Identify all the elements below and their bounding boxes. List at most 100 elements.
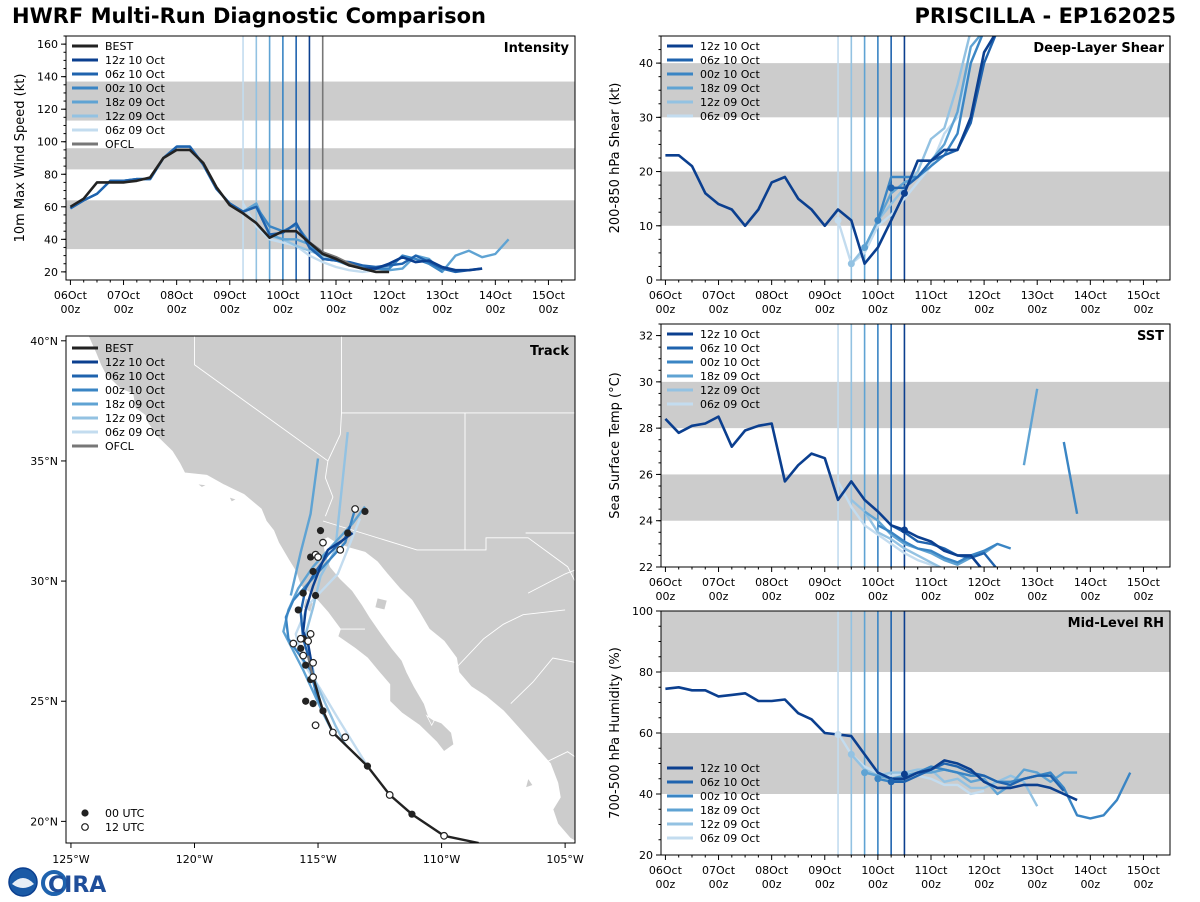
track-dot-00utc [408,810,416,818]
plot-area [66,36,575,280]
x-tick-label: 14Oct [1074,289,1108,302]
sst-chart: 22242628303206Oct00z07Oct00z08Oct00z09Oc… [608,323,1171,603]
shaded-band [661,63,1170,118]
track-line [302,532,354,678]
x-tick-label: 00z [326,303,346,316]
map-area [86,336,575,843]
track-dot-12utc [385,791,394,799]
x-tick-label: 10Oct [861,289,895,302]
init-marker [887,778,895,786]
noaa-logo-icon: CIRA [8,867,106,898]
x-tick-label: 00z [709,303,729,316]
legend-label: BEST [105,342,133,355]
y-tick-label: 40 [639,788,653,801]
x-tick-label: 00z [762,590,782,603]
x-tick-label: 07Oct [107,289,141,302]
init-marker [900,526,908,534]
y-tick-label: 20 [44,266,58,279]
legend-label: 12z 09 Oct [105,412,165,425]
shaded-band [661,733,1170,794]
y-tick-label: 35°N [30,455,58,468]
x-tick-label: 00z [114,303,134,316]
x-tick-label: 00z [485,303,505,316]
series-line [876,36,984,221]
rh-chart: 2040608010006Oct00z07Oct00z08Oct00z09Oct… [608,605,1171,891]
axes-frame [65,335,576,844]
x-tick-label: 00z [1134,878,1154,891]
y-tick-label: 22 [639,561,653,574]
x-tick-label: 00z [1134,303,1154,316]
plot-area [661,36,1170,280]
series-line [665,686,1078,802]
x-tick-label: 110°W [423,853,460,866]
intensity-chart: 2040608010012014016006Oct00z07Oct00z08Oc… [13,35,576,316]
y-tick-label: 40 [639,57,653,70]
legend-label: 06z 09 Oct [105,124,165,137]
y-tick-label: 28 [639,422,653,435]
track-dot-12utc [328,728,337,737]
x-tick-label: 00z [220,303,240,316]
track-dot-12utc [351,505,359,513]
x-tick-label: 00z [921,303,941,316]
x-tick-label: 00z [61,303,81,316]
series-line [1022,388,1039,466]
init-marker [874,775,882,783]
y-tick-label: 140 [37,71,58,84]
x-tick-label: 00z [709,590,729,603]
y-tick-label: 80 [639,666,653,679]
legend-label: BEST [105,40,133,53]
island [374,597,388,611]
border-line [327,412,342,462]
x-tick-label: 06Oct [649,289,683,302]
track-dot-12utc [440,831,448,840]
x-tick-label: 00z [273,303,293,316]
series-line [877,524,1012,564]
y-tick-label: 20 [639,849,653,862]
y-axis-label: 10m Max Wind Speed (kt) [13,74,28,243]
x-tick-label: 00z [815,878,835,891]
storm-id: PRISCILLA - EP162025 [914,4,1177,28]
y-tick-label: 120 [37,103,58,116]
track-dot-00utc [316,527,325,535]
x-tick-label: 120°W [176,853,213,866]
legend-label: 06z 10 Oct [700,342,760,355]
x-tick-label: 00z [815,303,835,316]
legend-label: 12z 09 Oct [105,110,165,123]
track-dot-12utc [306,630,315,638]
x-tick-label: 00z [974,590,994,603]
x-tick-label: 00z [432,303,452,316]
track-dot-00utc [299,589,307,597]
axes-frame [660,323,1171,568]
legend-label: 06z 09 Oct [700,110,760,123]
x-tick-label: 105°W [546,853,583,866]
legend-label: 18z 09 Oct [700,82,760,95]
x-tick-label: 08Oct [755,864,789,877]
x-tick-label: 00z [1080,590,1100,603]
track-dot-00utc [294,606,302,614]
legend-label: 06z 10 Oct [700,54,760,67]
legend-label: 12z 09 Oct [700,96,760,109]
init-marker [874,216,882,224]
x-tick-label: 11Oct [914,289,948,302]
x-tick-label: 09Oct [808,289,842,302]
x-tick-label: 00z [921,590,941,603]
plot-area [661,324,1170,567]
x-tick-label: 00z [539,303,559,316]
shaded-band [66,200,575,250]
y-tick-label: 30 [639,111,653,124]
x-tick-label: 00z [762,303,782,316]
x-tick-label: 15Oct [532,289,566,302]
x-tick-label: 14Oct [1074,864,1108,877]
track-dot-00utc [309,567,317,576]
legend-label: 12z 09 Oct [700,384,760,397]
y-tick-label: 32 [639,330,653,343]
plot-area [661,611,1170,855]
x-tick-label: 13Oct [426,289,460,302]
legend-label: 00z 10 Oct [700,790,760,803]
x-tick-label: 12Oct [373,289,407,302]
init-marker [861,243,869,251]
y-tick-label: 10 [639,220,653,233]
track-dot-12utc [319,538,327,547]
x-tick-label: 13Oct [1021,289,1055,302]
x-tick-label: 00z [1080,878,1100,891]
